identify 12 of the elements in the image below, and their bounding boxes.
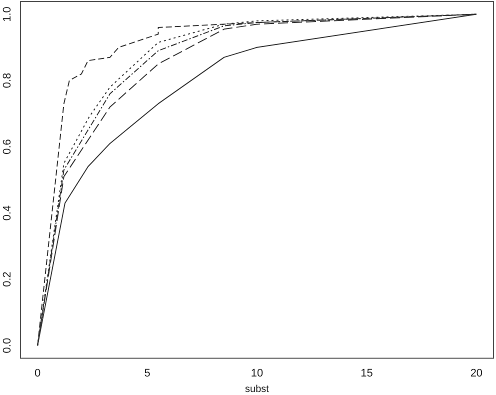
x-tick-label: 5 (144, 367, 150, 380)
y-tick-label: 0.0 (2, 338, 14, 354)
y-tick-label: 0.2 (2, 272, 14, 287)
y-tick-label: 0.8 (2, 72, 14, 88)
y-tick-label: 0.6 (2, 139, 14, 154)
x-tick-label: 10 (250, 367, 264, 380)
y-tick-label: 1.0 (2, 6, 14, 22)
x-tick-label: 15 (360, 367, 373, 380)
x-tick-label: 0 (34, 367, 41, 380)
x-tick-label: 20 (470, 367, 483, 380)
y-tick-label: 0.4 (2, 205, 14, 221)
x-axis-title: subst (245, 384, 270, 395)
